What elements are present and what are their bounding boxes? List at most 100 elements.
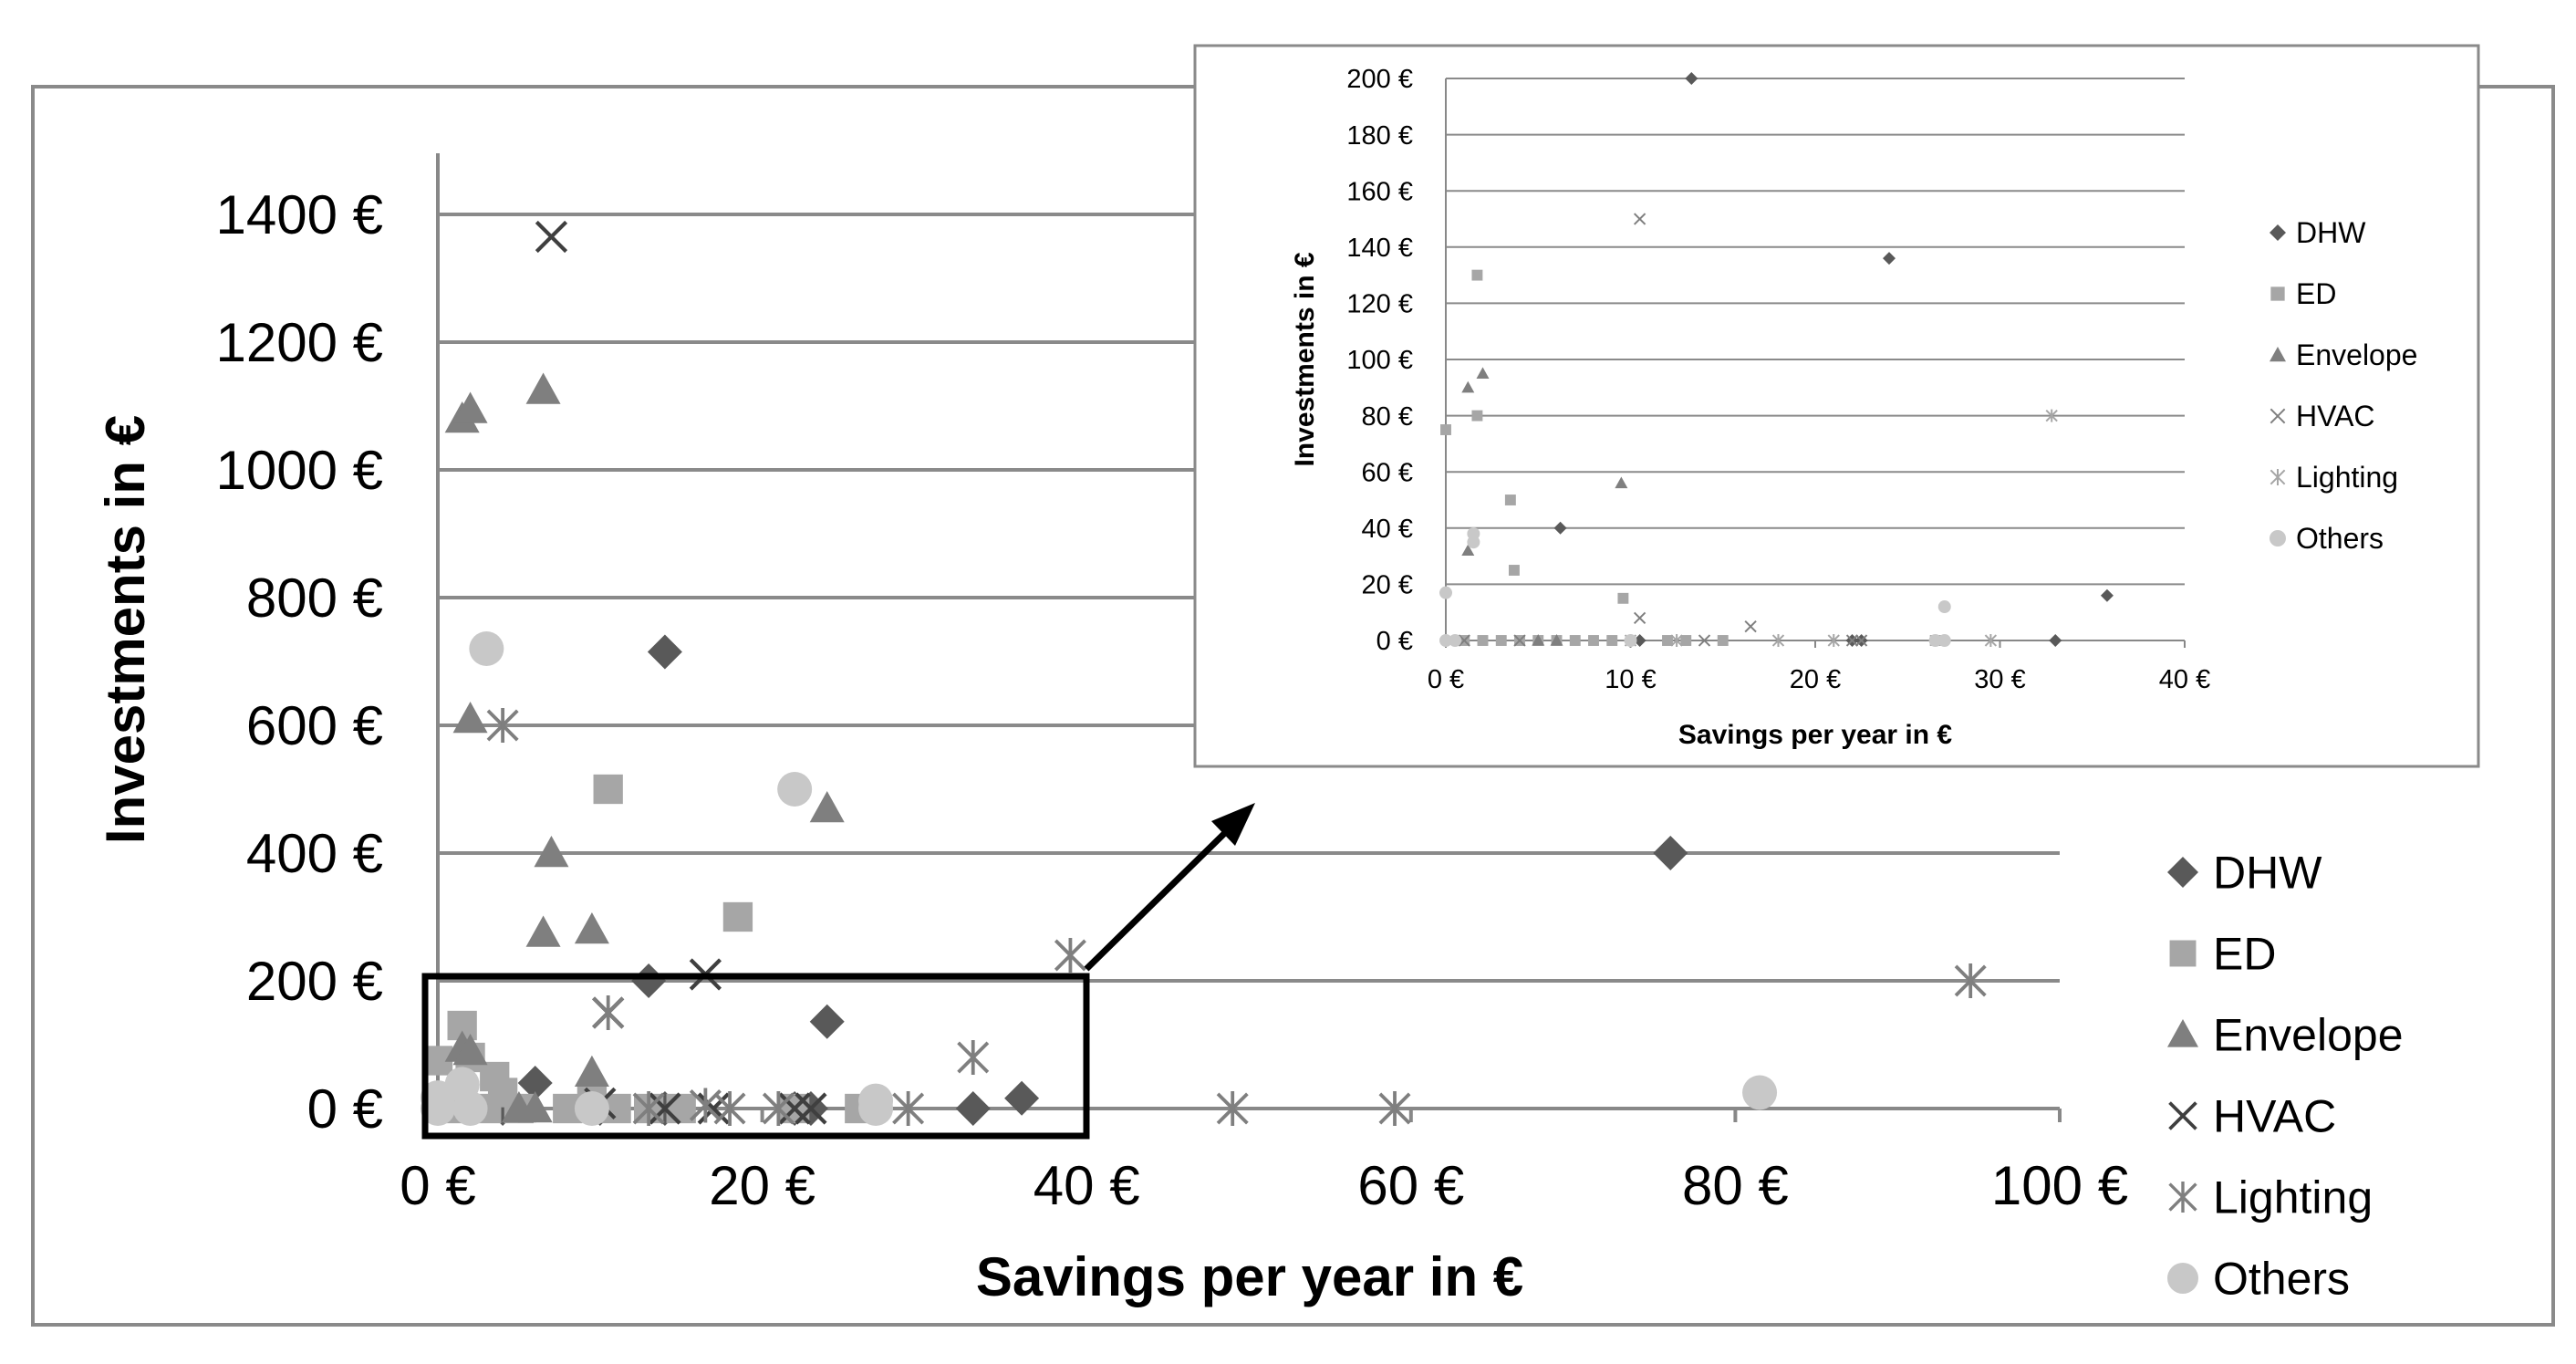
inset-point-others — [1937, 634, 1951, 647]
inset-x-tick-label: 40 € — [2159, 665, 2210, 694]
main-point-envelope — [452, 391, 488, 423]
main-legend-label-ed: ED — [2213, 929, 2276, 980]
inset-x-tick-label: 30 € — [1974, 665, 2025, 694]
main-point-others — [452, 1091, 488, 1126]
inset-point-envelope — [1461, 380, 1475, 393]
main-y-tick-label: 800 € — [246, 567, 383, 629]
inset-frame — [1193, 44, 2480, 768]
inset-point-hvac — [1845, 634, 1859, 647]
main-point-hvac — [778, 1092, 811, 1125]
main-x-tick-label: 40 € — [1034, 1155, 1140, 1216]
main-legend-label-others: Others — [2213, 1254, 2350, 1305]
main-point-lighting — [1954, 963, 1987, 998]
inset-point-hvac — [1854, 634, 1868, 647]
main-point-others — [574, 1091, 609, 1126]
inset-point-hvac — [1513, 634, 1526, 647]
main-point-dhw — [517, 1066, 553, 1100]
main-legend-marker-lighting — [2168, 1182, 2197, 1213]
inset-point-ed — [1680, 635, 1692, 646]
main-point-hvac — [535, 220, 568, 254]
main-point-dhw — [631, 963, 667, 998]
inset-point-envelope — [1532, 634, 1545, 646]
main-legend-label-hvac: HVAC — [2213, 1091, 2336, 1142]
main-y-tick-labels: 0 € 200 € 400 € 600 € 800 € 1000 € 1200 € 1400 … — [215, 184, 383, 1140]
main-y-tick-label: 0 € — [307, 1078, 383, 1140]
inset-y-tick-label: 20 € — [1362, 571, 1413, 600]
main-point-others — [1742, 1075, 1778, 1110]
inset-legend: DHW ED Envelope HVAC Lighting Others — [2270, 216, 2417, 555]
main-point-envelope — [517, 1091, 553, 1123]
zoom-arrow-head — [1211, 803, 1255, 846]
inset-legend-marker-lighting — [2270, 469, 2286, 485]
inset-point-ed — [1508, 565, 1520, 576]
inset-point-others — [1439, 634, 1452, 647]
zoom-arrow-line — [1084, 818, 1240, 972]
main-legend: DHW ED Envelope HVAC Lighting Others — [2167, 848, 2404, 1305]
inset-point-lighting — [1827, 634, 1840, 647]
inset-gridlines — [1446, 78, 2185, 586]
main-point-lighting — [1054, 938, 1086, 973]
inset-y-axis-title: Investments in € — [1290, 252, 1320, 466]
main-point-others — [469, 631, 504, 666]
main-point-lighting — [1216, 1091, 1249, 1126]
inset-point-hvac — [1458, 634, 1470, 647]
main-y-tick-label: 1400 € — [215, 184, 383, 245]
main-point-others — [858, 1083, 894, 1119]
main-y-axis-title: Investments in € — [95, 415, 156, 844]
main-y-tick-label: 1200 € — [215, 312, 383, 373]
inset-point-dhw — [1883, 252, 1896, 266]
inset-point-others — [1937, 600, 1951, 614]
inset-point-ed — [1471, 269, 1483, 281]
inset-point-others — [1449, 634, 1462, 647]
inset-legend-label-hvac: HVAC — [2296, 400, 2375, 432]
main-point-others — [421, 1091, 455, 1126]
main-legend-label-envelope: Envelope — [2213, 1010, 2404, 1061]
main-point-dhw — [647, 634, 682, 670]
main-point-lighting — [632, 1091, 665, 1126]
inset-legend-marker-others — [2270, 530, 2286, 547]
inset-point-others — [1467, 536, 1480, 549]
main-point-others — [777, 772, 813, 807]
main-point-envelope — [452, 1034, 488, 1066]
inset-y-tick-label: 200 € — [1346, 65, 1413, 94]
inset-legend-marker-ed — [2270, 286, 2285, 301]
inset-point-ed — [1606, 635, 1618, 646]
main-x-tick-labels: 0 € 20 € 40 € 60 € 80 € 100 € — [400, 1109, 2128, 1216]
inset-y-tick-label: 160 € — [1346, 177, 1413, 206]
main-point-dhw — [1004, 1080, 1040, 1116]
inset-point-dhw — [1553, 521, 1567, 535]
inset-point-ed — [1717, 635, 1729, 646]
main-point-hvac — [649, 1092, 681, 1125]
inset-y-tick-label: 100 € — [1346, 346, 1413, 375]
main-point-envelope — [574, 912, 609, 944]
inset-y-tick-label: 40 € — [1362, 515, 1413, 544]
inset-legend-marker-dhw — [2270, 224, 2286, 241]
main-x-tick-label: 60 € — [1357, 1155, 1464, 1216]
inset-legend-label-others: Others — [2296, 522, 2384, 555]
inset-y-tick-label: 180 € — [1346, 121, 1413, 151]
main-legend-marker-ed — [2169, 940, 2197, 967]
main-legend-marker-envelope — [2167, 1019, 2198, 1047]
inset-point-ed — [1440, 424, 1451, 435]
inset-y-tick-label: 120 € — [1346, 290, 1413, 319]
main-point-hvac — [795, 1092, 827, 1125]
inset-point-envelope — [1476, 367, 1490, 379]
main-point-ed — [593, 774, 623, 805]
inset-point-lighting — [1771, 634, 1785, 647]
inset-point-ed — [1504, 495, 1516, 505]
main-y-tick-label: 200 € — [246, 951, 383, 1012]
main-point-lighting — [689, 1088, 722, 1123]
inset-point-dhw — [1633, 634, 1646, 647]
inset-point-dhw — [2049, 634, 2062, 647]
inset-x-tick-labels: 0 € 10 € 20 € 30 € 40 € — [1428, 640, 2210, 694]
main-point-dhw — [955, 1091, 991, 1126]
inset-legend-label-envelope: Envelope — [2296, 338, 2417, 371]
inset-legend-label-dhw: DHW — [2296, 216, 2366, 249]
main-x-axis-title: Savings per year in € — [976, 1246, 1523, 1307]
main-legend-label-lighting: Lighting — [2213, 1172, 2373, 1223]
inset-point-dhw — [2100, 588, 2114, 602]
inset-legend-label-lighting: Lighting — [2296, 461, 2398, 494]
main-point-lighting — [892, 1091, 925, 1126]
inset-point-ed — [1588, 635, 1599, 646]
